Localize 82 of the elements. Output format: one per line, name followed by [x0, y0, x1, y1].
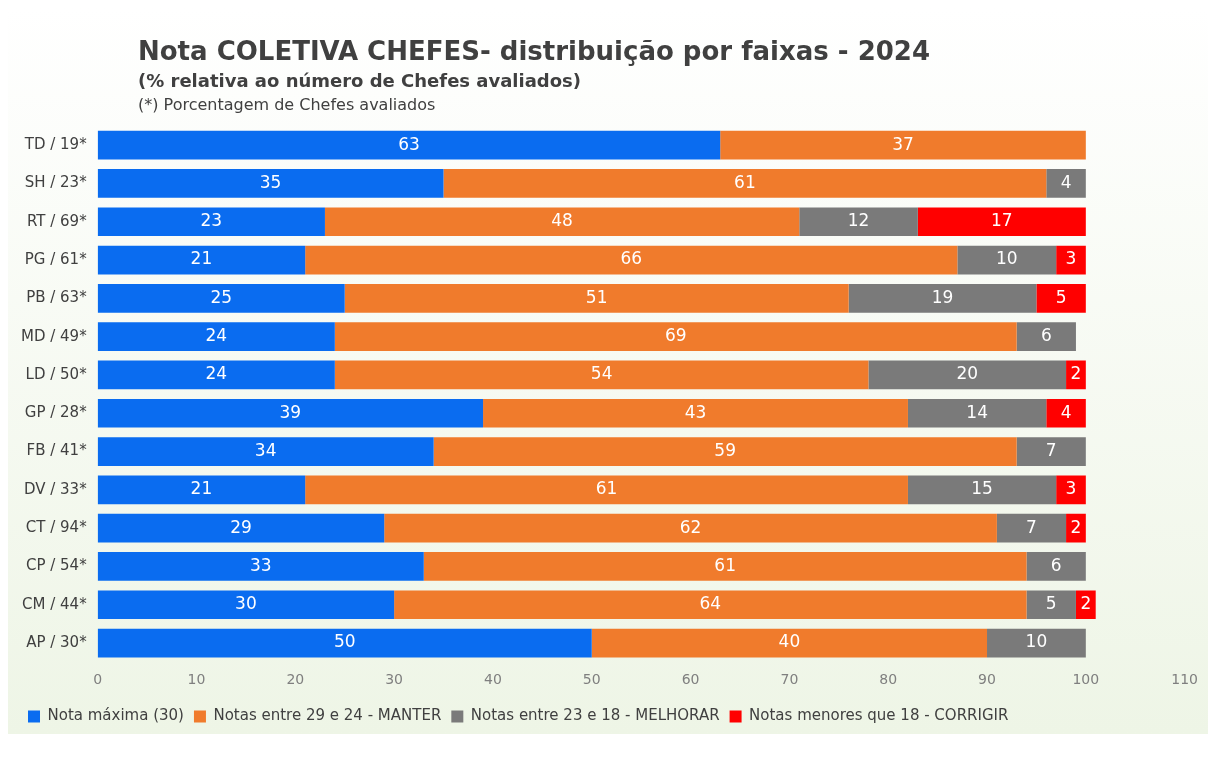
- y-tick-label: MD / 49*: [21, 326, 88, 345]
- y-tick-label: SH / 23*: [24, 173, 88, 192]
- data-label: 7: [1026, 516, 1037, 537]
- data-label: 21: [190, 248, 213, 269]
- data-label: 54: [590, 363, 613, 384]
- y-tick-label: TD / 19*: [23, 135, 88, 154]
- data-label: 6: [1050, 554, 1062, 575]
- y-tick-label: RT / 69*: [27, 211, 88, 230]
- data-label: 24: [205, 325, 228, 346]
- y-tick-label: CM / 44*: [22, 594, 88, 613]
- data-label: 12: [847, 210, 870, 231]
- data-label: 3: [1065, 248, 1077, 269]
- data-label: 69: [664, 325, 687, 346]
- data-label: 3: [1065, 478, 1077, 499]
- y-tick-label: CP / 54*: [25, 556, 88, 575]
- data-label: 66: [620, 248, 643, 269]
- x-tick-label: 30: [385, 671, 404, 688]
- x-tick-label: 0: [93, 671, 103, 688]
- data-label: 25: [210, 286, 233, 307]
- data-label: 21: [190, 478, 213, 499]
- y-tick-label: PB / 63*: [26, 288, 88, 307]
- data-label: 40: [778, 631, 801, 652]
- data-label: 15: [971, 478, 993, 499]
- data-label: 7: [1045, 439, 1057, 460]
- data-label: 35: [259, 171, 282, 192]
- legend-label: Notas entre 29 e 24 - MANTER: [213, 706, 442, 725]
- data-label: 37: [892, 133, 914, 154]
- x-tick-label: 10: [187, 671, 206, 688]
- data-label: 51: [585, 286, 608, 307]
- legend-label: Notas entre 23 e 18 - MELHORAR: [470, 706, 720, 725]
- data-label: 2: [1080, 593, 1092, 614]
- data-label: 5: [1055, 286, 1067, 307]
- legend-label: Notas menores que 18 - CORRIGIR: [749, 706, 1009, 725]
- data-label: 43: [684, 401, 707, 422]
- data-label: 33: [249, 554, 272, 575]
- data-label: 14: [966, 401, 988, 422]
- data-label: 61: [714, 554, 736, 575]
- data-label: 61: [734, 171, 756, 192]
- data-label: 19: [931, 286, 954, 307]
- legend-label: Nota máxima (30): [47, 706, 184, 725]
- data-label: 50: [333, 631, 356, 652]
- data-label: 23: [200, 210, 223, 231]
- data-label: 4: [1060, 171, 1072, 192]
- data-label: 17: [991, 210, 1013, 231]
- text: (*) Porcentagem de Chefes avaliados: [138, 95, 437, 114]
- y-tick-label: PG / 61*: [24, 249, 88, 268]
- data-label: 20: [956, 363, 979, 384]
- y-tick-label: CT / 94*: [25, 518, 88, 537]
- chart-subtitle: (% relativa ao número de Chefes avaliados): [138, 70, 583, 91]
- data-label: 4: [1060, 401, 1072, 422]
- x-tick-label: 50: [582, 671, 601, 688]
- data-label: 63: [398, 133, 420, 154]
- x-tick-label: 90: [978, 671, 996, 688]
- x-tick-label: 20: [286, 671, 305, 688]
- y-tick-label: LD / 50*: [25, 364, 88, 383]
- x-tick-label: 110: [1171, 671, 1199, 688]
- data-label: 39: [279, 401, 302, 422]
- x-tick-label: 80: [879, 671, 898, 688]
- data-label: 5: [1045, 593, 1057, 614]
- data-label: 6: [1040, 325, 1052, 346]
- x-tick-label: 70: [780, 671, 799, 688]
- data-label: 2: [1070, 363, 1082, 384]
- y-tick-label: FB / 41*: [26, 441, 88, 460]
- data-label: 10: [995, 248, 1018, 269]
- data-label: 59: [714, 439, 736, 460]
- x-tick-label: 40: [484, 671, 502, 688]
- chart-title: Nota COLETIVA CHEFES- distribuição por faixas - 2024: [138, 36, 932, 66]
- data-label: 10: [1025, 631, 1048, 652]
- data-label: 34: [254, 439, 277, 460]
- data-label: 29: [230, 516, 252, 537]
- data-label: 61: [595, 478, 618, 499]
- data-label: 30: [235, 593, 257, 614]
- data-label: 64: [699, 593, 722, 614]
- data-label: 62: [679, 516, 702, 537]
- data-label: 48: [551, 210, 573, 231]
- data-label: 24: [205, 363, 228, 384]
- y-tick-label: DV / 33*: [23, 479, 88, 498]
- data-label: 2: [1070, 516, 1082, 537]
- y-tick-label: GP / 28*: [24, 403, 88, 422]
- x-tick-label: 100: [1072, 671, 1100, 688]
- x-tick-label: 60: [681, 671, 700, 688]
- y-tick-label: AP / 30*: [26, 632, 88, 651]
